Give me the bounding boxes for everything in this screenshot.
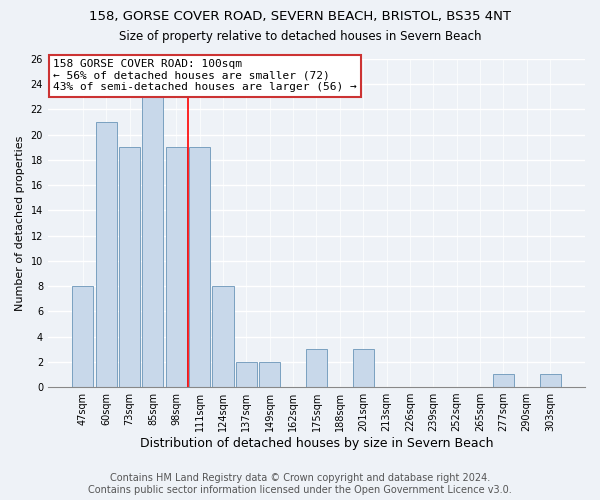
Bar — [189, 148, 210, 387]
Bar — [259, 362, 280, 387]
Text: 158, GORSE COVER ROAD, SEVERN BEACH, BRISTOL, BS35 4NT: 158, GORSE COVER ROAD, SEVERN BEACH, BRI… — [89, 10, 511, 23]
Bar — [353, 349, 374, 387]
X-axis label: Distribution of detached houses by size in Severn Beach: Distribution of detached houses by size … — [140, 437, 493, 450]
Bar — [119, 148, 140, 387]
Bar — [306, 349, 327, 387]
Bar — [95, 122, 117, 387]
Text: Contains HM Land Registry data © Crown copyright and database right 2024.
Contai: Contains HM Land Registry data © Crown c… — [88, 474, 512, 495]
Bar — [212, 286, 233, 387]
Bar — [73, 286, 94, 387]
Bar — [493, 374, 514, 387]
Bar — [142, 97, 163, 387]
Bar — [539, 374, 560, 387]
Y-axis label: Number of detached properties: Number of detached properties — [15, 136, 25, 310]
Text: 158 GORSE COVER ROAD: 100sqm
← 56% of detached houses are smaller (72)
43% of se: 158 GORSE COVER ROAD: 100sqm ← 56% of de… — [53, 59, 357, 92]
Bar — [166, 148, 187, 387]
Bar — [236, 362, 257, 387]
Text: Size of property relative to detached houses in Severn Beach: Size of property relative to detached ho… — [119, 30, 481, 43]
